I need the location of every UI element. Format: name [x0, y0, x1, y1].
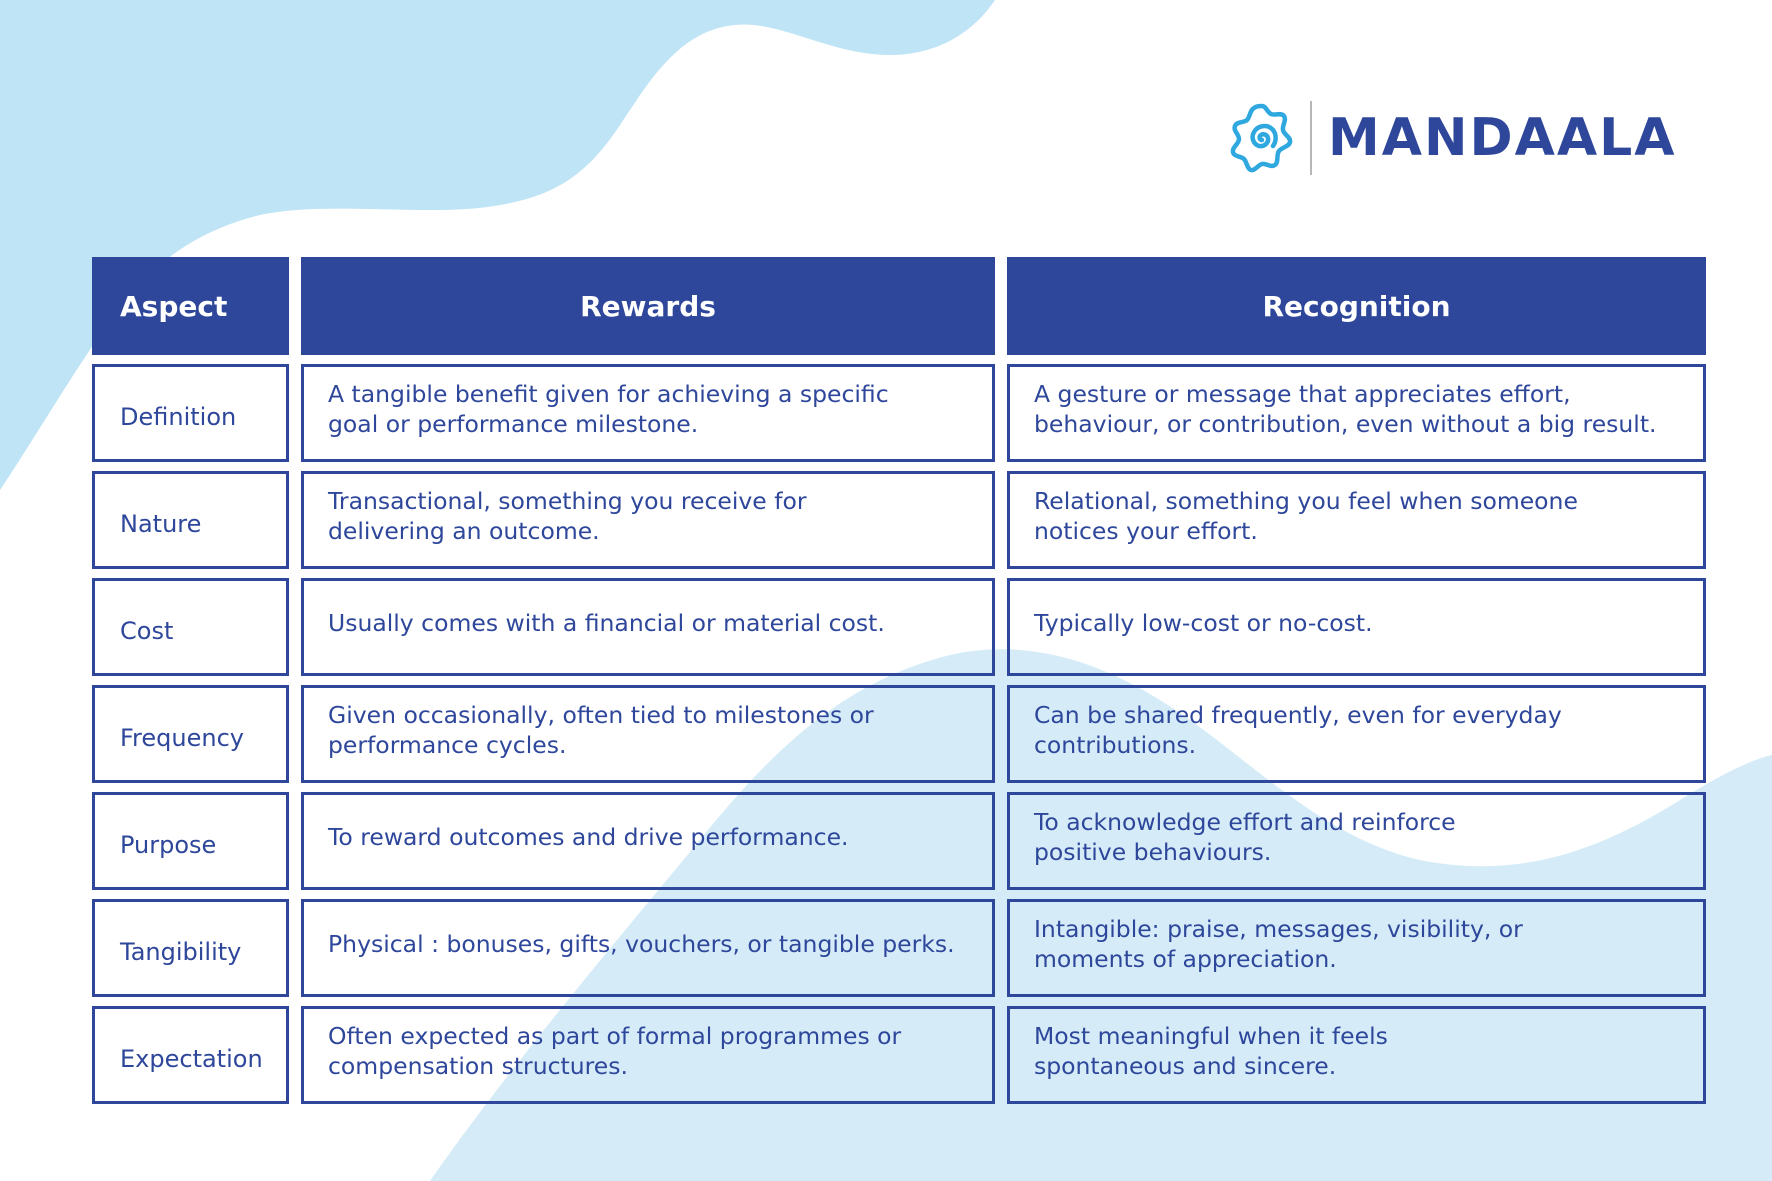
rewards-cell: Transactional, something you receive for… — [301, 471, 995, 569]
recognition-text: A gesture or message that appreciates ef… — [1034, 380, 1657, 438]
aspect-cell: Tangibility — [92, 899, 289, 997]
rewards-text: To reward outcomes and drive performance… — [328, 823, 849, 851]
recognition-cell: Relational, something you feel when some… — [1007, 471, 1706, 569]
table-row: Frequency Given occasionally, often tied… — [92, 685, 1708, 783]
table-row: Nature Transactional, something you rece… — [92, 471, 1708, 569]
header-aspect: Aspect — [92, 257, 289, 355]
brand-logo: MANDAALA — [1226, 96, 1677, 180]
recognition-cell: To acknowledge effort and reinforce posi… — [1007, 792, 1706, 890]
rewards-cell: Usually comes with a financial or materi… — [301, 578, 995, 676]
aspect-cell: Cost — [92, 578, 289, 676]
aspect-cell: Definition — [92, 364, 289, 462]
aspect-cell: Expectation — [92, 1006, 289, 1104]
aspect-cell: Frequency — [92, 685, 289, 783]
rewards-text: Given occasionally, often tied to milest… — [328, 701, 874, 759]
table-row: Tangibility Physical : bonuses, gifts, v… — [92, 899, 1708, 997]
recognition-cell: Intangible: praise, messages, visibility… — [1007, 899, 1706, 997]
recognition-cell: Can be shared frequently, even for every… — [1007, 685, 1706, 783]
aspect-label: Nature — [120, 510, 202, 538]
aspect-label: Expectation — [120, 1045, 263, 1073]
table-row: Expectation Often expected as part of fo… — [92, 1006, 1708, 1104]
aspect-label: Definition — [120, 403, 237, 431]
table-row: Purpose To reward outcomes and drive per… — [92, 792, 1708, 890]
aspect-label: Cost — [120, 617, 174, 645]
aspect-cell: Purpose — [92, 792, 289, 890]
aspect-label: Tangibility — [120, 938, 242, 966]
aspect-cell: Nature — [92, 471, 289, 569]
recognition-text: Can be shared frequently, even for every… — [1034, 701, 1562, 759]
aspect-label: Purpose — [120, 831, 217, 859]
rewards-text: Physical : bonuses, gifts, vouchers, or … — [328, 930, 955, 958]
table-header-row: Aspect Rewards Recognition — [92, 257, 1708, 355]
recognition-text: Intangible: praise, messages, visibility… — [1034, 915, 1523, 973]
recognition-cell: Most meaningful when it feels spontaneou… — [1007, 1006, 1706, 1104]
rewards-text: Often expected as part of formal program… — [328, 1022, 902, 1080]
table-row: Definition A tangible benefit given for … — [92, 364, 1708, 462]
aspect-label: Frequency — [120, 724, 244, 752]
recognition-cell: Typically low-cost or no-cost. — [1007, 578, 1706, 676]
rewards-cell: Given occasionally, often tied to milest… — [301, 685, 995, 783]
rewards-cell: Physical : bonuses, gifts, vouchers, or … — [301, 899, 995, 997]
rewards-text: A tangible benefit given for achieving a… — [328, 380, 889, 438]
top-left-wave-shape — [0, 0, 995, 490]
recognition-text: To acknowledge effort and reinforce posi… — [1034, 808, 1456, 866]
rewards-text: Usually comes with a financial or materi… — [328, 609, 885, 637]
rewards-cell: Often expected as part of formal program… — [301, 1006, 995, 1104]
rewards-cell: A tangible benefit given for achieving a… — [301, 364, 995, 462]
logo-divider — [1310, 101, 1312, 175]
rewards-text: Transactional, something you receive for… — [328, 487, 807, 545]
header-rewards: Rewards — [301, 257, 995, 355]
rewards-cell: To reward outcomes and drive performance… — [301, 792, 995, 890]
spiral-flower-icon — [1230, 103, 1293, 173]
recognition-text: Relational, something you feel when some… — [1034, 487, 1578, 545]
table-row: Cost Usually comes with a financial or m… — [92, 578, 1708, 676]
comparison-table: Aspect Rewards Recognition Definition A … — [92, 257, 1708, 1113]
recognition-text: Typically low-cost or no-cost. — [1034, 609, 1373, 637]
header-recognition: Recognition — [1007, 257, 1706, 355]
recognition-cell: A gesture or message that appreciates ef… — [1007, 364, 1706, 462]
brand-name: MANDAALA — [1328, 108, 1677, 168]
recognition-text: Most meaningful when it feels spontaneou… — [1034, 1022, 1388, 1080]
